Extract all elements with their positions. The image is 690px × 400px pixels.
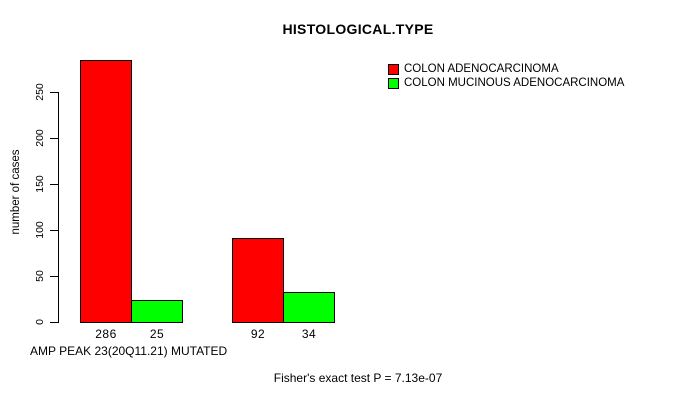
y-tick-label: 50 <box>34 270 46 282</box>
legend-swatch-icon <box>388 63 399 75</box>
legend-item: COLON ADENOCARCINOMA <box>388 62 624 76</box>
y-tick-label: 150 <box>34 175 46 193</box>
y-tick-label: 100 <box>34 221 46 239</box>
y-tick-label: 250 <box>34 83 46 101</box>
bar-value-label: 25 <box>149 327 165 341</box>
footer-note: Fisher's exact test P = 7.13e-07 <box>273 371 443 385</box>
y-tick-mark <box>50 276 58 277</box>
bar <box>131 300 183 323</box>
y-tick-mark <box>50 138 58 139</box>
legend: COLON ADENOCARCINOMA COLON MUCINOUS ADENO… <box>388 62 624 90</box>
legend-label: COLON MUCINOUS ADENOCARCINOMA <box>404 77 625 89</box>
y-tick-mark <box>50 184 58 185</box>
bar <box>80 60 132 323</box>
y-axis-label: number of cases <box>10 149 22 235</box>
y-tick-label: 200 <box>34 129 46 147</box>
y-tick-mark <box>50 230 58 231</box>
y-axis-line <box>58 92 59 323</box>
bar <box>232 238 284 323</box>
chart-title: HISTOLOGICAL.TYPE <box>282 21 434 37</box>
legend-item: COLON MUCINOUS ADENOCARCINOMA <box>388 76 624 90</box>
y-tick-mark <box>50 92 58 93</box>
y-tick-label: 0 <box>34 319 46 325</box>
legend-label: COLON ADENOCARCINOMA <box>404 63 559 75</box>
bar-value-label: 286 <box>95 327 117 341</box>
y-tick-mark <box>50 322 58 323</box>
x-axis-label: AMP PEAK 23(20Q11.21) MUTATED <box>30 344 228 358</box>
legend-swatch-icon <box>388 77 399 89</box>
bar-value-label: 92 <box>250 327 266 341</box>
bar <box>283 292 335 323</box>
bar-value-label: 34 <box>301 327 317 341</box>
